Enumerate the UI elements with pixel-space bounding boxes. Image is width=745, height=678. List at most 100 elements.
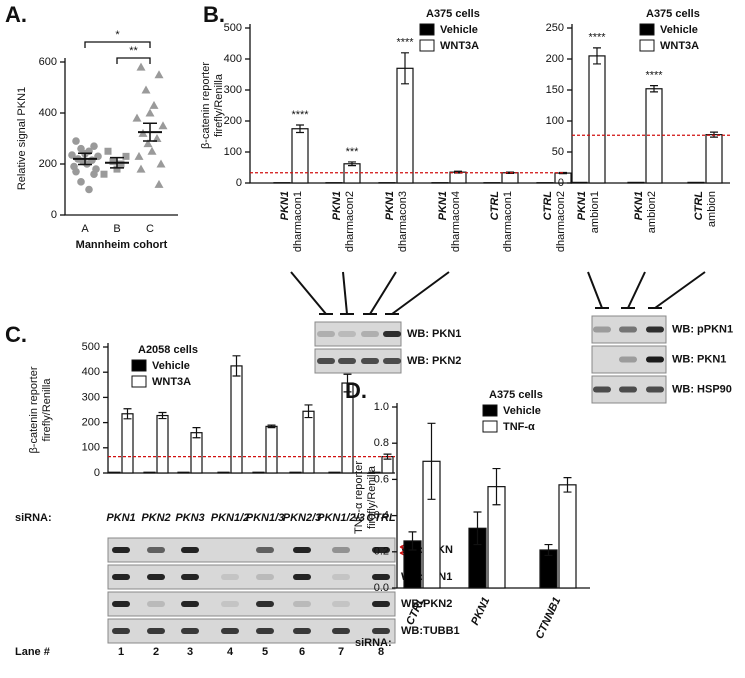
data-point (145, 108, 155, 117)
lane-number: 6 (299, 646, 305, 658)
legend-swatch (131, 375, 147, 388)
blot-band (332, 601, 350, 607)
y-tick-label: 0 (236, 177, 242, 189)
y-tick-label: 0.4 (374, 510, 389, 522)
data-point (147, 146, 157, 155)
blot-label: WB: pPKN1 (672, 323, 733, 335)
bar (265, 425, 278, 474)
bar (156, 414, 169, 474)
blot-band (181, 628, 199, 634)
x-tick-label: PKN1/2 (211, 512, 250, 524)
data-point (100, 170, 108, 178)
significance-label: *** (346, 146, 360, 158)
blot-label: WB: PKN1 (672, 353, 726, 365)
y-axis-label: firefly/Renilla (41, 378, 53, 442)
y-axis-label: firefly/Renilla (213, 73, 225, 137)
blot-band (593, 326, 611, 333)
connector (587, 271, 609, 309)
x-tick-label: CTRL (366, 512, 396, 524)
bar (645, 88, 663, 184)
x-tick-sublabel: dharmacon2 (344, 191, 356, 252)
data-point (72, 137, 80, 145)
error-bar (593, 47, 601, 65)
legend-label: Vehicle (660, 24, 698, 36)
legend-swatch (639, 39, 655, 52)
legend-title: A2058 cells (138, 344, 198, 356)
blot-label: WB: HSP90 (672, 383, 732, 395)
error-bar (304, 404, 313, 419)
bar (705, 134, 723, 184)
y-tick-label: 100 (546, 115, 564, 127)
data-point (132, 113, 142, 122)
blot-band (619, 386, 637, 393)
y-tick-label: 300 (82, 391, 100, 403)
x-tick-label: PKN1 (331, 191, 343, 220)
y-tick-label: 0.2 (374, 546, 389, 558)
legend-label: WNT3A (152, 376, 191, 388)
x-tick-label: C (146, 223, 154, 235)
blot-band (112, 628, 130, 634)
blot-band (221, 628, 239, 634)
x-tick-label: PKN1 (576, 191, 588, 220)
x-tick-label: B (113, 223, 120, 235)
bar (328, 471, 341, 474)
blot-band (181, 547, 199, 553)
bar (343, 163, 361, 184)
bar (291, 128, 309, 184)
y-tick-label: 50 (552, 146, 564, 158)
blot-band (383, 358, 401, 364)
legend-swatch (482, 420, 498, 433)
significance-label: ** (129, 45, 138, 57)
y-tick-label: 400 (224, 53, 242, 65)
connector (340, 271, 354, 315)
y-axis-label: firefly/Renilla (366, 465, 378, 529)
legend-title: A375 cells (646, 8, 700, 20)
x-tick-label: PKN2 (141, 512, 170, 524)
bar (449, 171, 467, 184)
x-axis-label: Mannheim cohort (76, 239, 168, 251)
blot-band (293, 574, 311, 580)
y-tick-label: 0 (51, 209, 57, 221)
x-tick-label: CTRL (489, 191, 501, 221)
error-bar (544, 543, 553, 557)
significance-label: * (115, 29, 120, 41)
y-tick-label: 100 (224, 146, 242, 158)
error-bar (348, 161, 356, 167)
data-point (158, 121, 168, 130)
blot-band (256, 601, 274, 607)
blot-band (383, 331, 401, 337)
significance-bracket (84, 41, 151, 48)
blot-band (181, 574, 199, 580)
y-tick-label: 0 (94, 467, 100, 479)
legend-swatch (131, 359, 147, 372)
legend-label: TNF-α (503, 421, 535, 433)
x-tick-sublabel: dharmacon1 (502, 191, 514, 252)
y-tick-label: 1.0 (374, 401, 389, 413)
blot-band (372, 628, 390, 634)
data-point (134, 151, 144, 160)
x-tick-label: PKN1 (384, 191, 396, 220)
data-point (154, 179, 164, 188)
bar (108, 471, 121, 474)
lane-number: 3 (187, 646, 193, 658)
data-point (122, 152, 130, 160)
error-bar (710, 131, 718, 138)
error-bar (401, 52, 409, 85)
bar (302, 410, 315, 474)
legend-label: Vehicle (152, 360, 190, 372)
significance-label: **** (396, 37, 414, 49)
bar (627, 181, 645, 184)
bar (190, 432, 203, 474)
axis (64, 58, 178, 216)
blot-band (317, 358, 335, 364)
y-tick-label: 0.0 (374, 582, 389, 594)
blot-band (112, 574, 130, 580)
x-tick-label: CTRL (693, 191, 705, 221)
data-point (136, 62, 146, 71)
y-tick-label: 100 (82, 442, 100, 454)
y-tick-label: 400 (39, 107, 57, 119)
x-tick-sublabel: dharmacon1 (292, 191, 304, 252)
blot-band (619, 326, 637, 333)
y-axis-label: Relative signal PKN1 (16, 87, 28, 190)
